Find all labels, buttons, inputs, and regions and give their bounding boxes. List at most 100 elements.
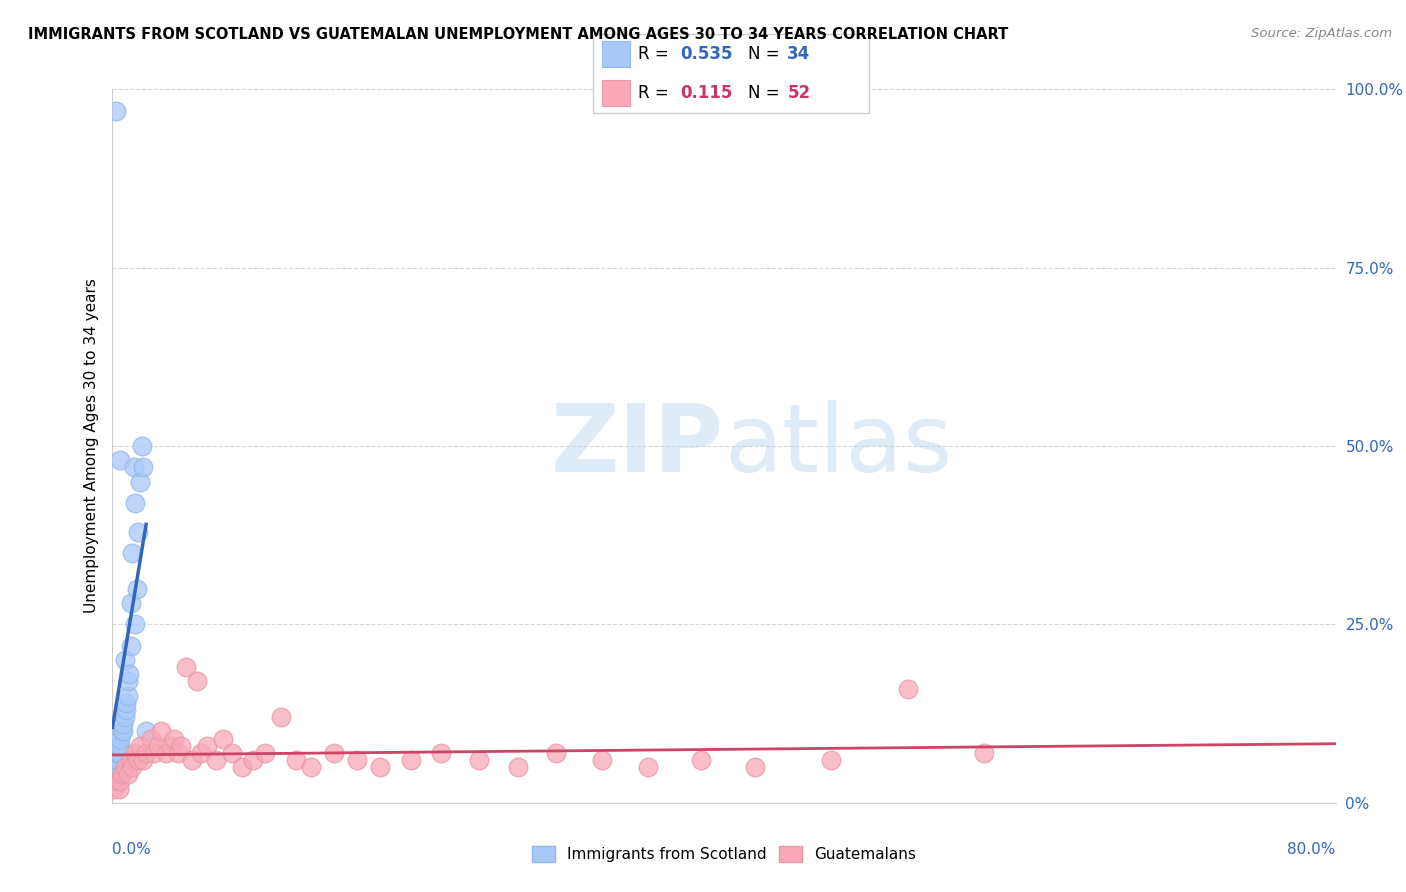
Point (124, 746, 146, 760)
Text: N =: N = (748, 45, 785, 63)
Point (211, 731, 233, 746)
Point (323, 746, 346, 760)
Text: N =: N = (748, 84, 785, 102)
Point (181, 753, 204, 767)
Point (107, 781, 129, 796)
Legend: Immigrants from Scotland, Guatemalans: Immigrants from Scotland, Guatemalans (527, 841, 921, 866)
Point (103, 774, 125, 789)
Point (124, 617, 146, 632)
Point (105, 753, 128, 767)
Point (104, 753, 127, 767)
Point (744, 760, 766, 774)
Point (820, 753, 842, 767)
Text: 0.535: 0.535 (681, 45, 733, 63)
Point (468, 753, 491, 767)
Text: IMMIGRANTS FROM SCOTLAND VS GUATEMALAN UNEMPLOYMENT AMONG AGES 30 TO 34 YEARS CO: IMMIGRANTS FROM SCOTLAND VS GUATEMALAN U… (28, 27, 1008, 42)
Point (132, 753, 155, 767)
Point (346, 753, 368, 767)
Point (170, 739, 193, 753)
Point (107, 746, 129, 760)
Point (108, 774, 131, 789)
Point (122, 460, 145, 475)
Text: 0.115: 0.115 (681, 84, 733, 102)
Point (117, 767, 139, 781)
Point (135, 724, 157, 739)
Point (190, 746, 212, 760)
Text: 80.0%: 80.0% (1288, 842, 1336, 857)
Point (132, 460, 155, 475)
Point (117, 674, 139, 689)
Point (544, 746, 567, 760)
Text: R =: R = (638, 84, 679, 102)
Point (121, 760, 143, 774)
Point (399, 753, 422, 767)
Point (120, 639, 142, 653)
Point (127, 753, 149, 767)
Point (105, 774, 128, 789)
Point (114, 653, 136, 667)
Point (107, 739, 129, 753)
Point (142, 746, 165, 760)
Point (103, 767, 125, 781)
Point (174, 660, 197, 674)
Text: ZIP: ZIP (551, 400, 724, 492)
Point (148, 739, 170, 753)
FancyBboxPatch shape (593, 34, 869, 113)
Point (284, 753, 308, 767)
Point (591, 753, 613, 767)
Point (103, 781, 125, 796)
Point (112, 724, 135, 739)
Text: Source: ZipAtlas.com: Source: ZipAtlas.com (1251, 27, 1392, 40)
Point (299, 760, 322, 774)
Point (125, 582, 148, 596)
Point (231, 760, 253, 774)
Point (121, 546, 143, 560)
Point (118, 667, 141, 681)
Point (973, 746, 995, 760)
Point (111, 767, 134, 781)
Text: 52: 52 (787, 84, 810, 102)
Point (131, 439, 153, 453)
FancyBboxPatch shape (602, 80, 630, 106)
Y-axis label: Unemployment Among Ages 30 to 34 years: Unemployment Among Ages 30 to 34 years (83, 278, 98, 614)
Point (120, 753, 142, 767)
Point (155, 746, 177, 760)
Point (270, 710, 292, 724)
Point (104, 760, 127, 774)
Point (167, 746, 190, 760)
Point (139, 731, 162, 746)
Text: 0.0%: 0.0% (112, 842, 152, 857)
Point (114, 710, 136, 724)
Point (117, 689, 139, 703)
Point (221, 746, 243, 760)
Point (120, 596, 142, 610)
Point (163, 731, 186, 746)
Point (195, 739, 218, 753)
Text: 34: 34 (787, 45, 811, 63)
Point (127, 524, 149, 539)
Point (135, 746, 157, 760)
Point (108, 453, 131, 467)
Point (368, 760, 391, 774)
Point (897, 681, 920, 696)
Point (430, 746, 453, 760)
Point (129, 739, 152, 753)
Text: atlas: atlas (724, 400, 952, 492)
Point (637, 760, 659, 774)
Point (205, 753, 228, 767)
Point (159, 739, 181, 753)
Point (242, 753, 264, 767)
Point (108, 731, 131, 746)
Point (186, 674, 208, 689)
Point (115, 703, 138, 717)
Point (690, 753, 713, 767)
Point (111, 724, 134, 739)
Text: R =: R = (638, 45, 675, 63)
Point (114, 760, 136, 774)
Point (108, 739, 131, 753)
Point (124, 496, 146, 510)
Point (129, 475, 152, 489)
Point (150, 724, 173, 739)
Point (506, 760, 529, 774)
Point (254, 746, 277, 760)
